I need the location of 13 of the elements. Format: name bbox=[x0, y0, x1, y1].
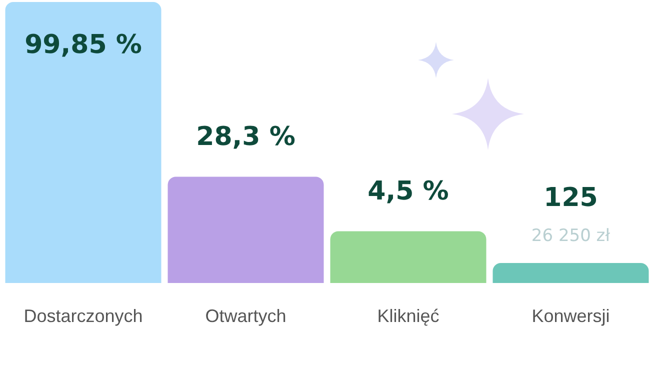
bar bbox=[492, 263, 649, 283]
bar bbox=[5, 2, 162, 283]
annotation: 26 250 zł bbox=[531, 226, 610, 246]
annotation: 99,85 % bbox=[24, 30, 142, 60]
x-tick-label: Kliknięć bbox=[377, 306, 440, 326]
annotation: 4,5 % bbox=[368, 176, 449, 206]
x-tick-label: Konwersji bbox=[532, 306, 610, 326]
annotation: 125 bbox=[544, 183, 598, 214]
bar bbox=[330, 231, 486, 283]
x-tick-label: Otwartych bbox=[205, 306, 286, 326]
x-tick-label: Dostarczonych bbox=[24, 306, 143, 326]
annotation: 28,3 % bbox=[196, 122, 296, 152]
bar bbox=[168, 176, 324, 283]
